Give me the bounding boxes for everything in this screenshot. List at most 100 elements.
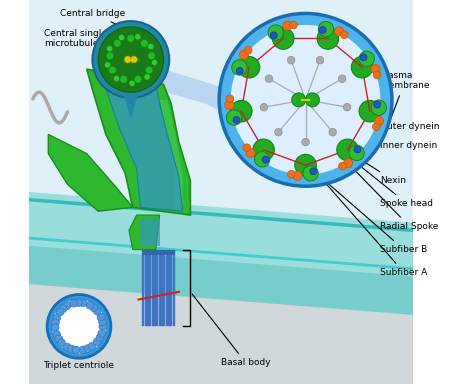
Circle shape — [270, 32, 277, 39]
Circle shape — [226, 95, 234, 103]
Circle shape — [338, 75, 346, 83]
Circle shape — [94, 338, 101, 346]
Circle shape — [47, 295, 111, 358]
Circle shape — [90, 304, 98, 312]
Circle shape — [354, 146, 361, 153]
Circle shape — [232, 60, 247, 75]
Circle shape — [302, 138, 310, 146]
Bar — [142, 250, 144, 326]
Polygon shape — [160, 100, 183, 207]
Circle shape — [329, 128, 337, 136]
Circle shape — [371, 64, 380, 73]
Circle shape — [104, 62, 111, 68]
Text: Inner dynein: Inner dynein — [356, 133, 438, 151]
Text: Radial Spoke: Radial Spoke — [315, 129, 439, 231]
Circle shape — [374, 116, 383, 126]
Circle shape — [319, 26, 326, 33]
Circle shape — [255, 152, 270, 167]
Circle shape — [337, 139, 358, 161]
Circle shape — [373, 123, 380, 131]
Circle shape — [335, 26, 344, 36]
Circle shape — [113, 75, 120, 81]
Circle shape — [96, 334, 104, 342]
Circle shape — [52, 319, 59, 327]
Circle shape — [94, 307, 101, 315]
Circle shape — [70, 300, 77, 307]
Bar — [166, 250, 168, 326]
Circle shape — [79, 299, 87, 307]
Circle shape — [318, 22, 333, 37]
Circle shape — [52, 300, 106, 353]
Circle shape — [59, 305, 67, 313]
Circle shape — [51, 324, 59, 331]
Text: Nexin: Nexin — [347, 151, 406, 185]
Circle shape — [268, 25, 284, 40]
Circle shape — [134, 76, 142, 83]
Circle shape — [306, 93, 320, 107]
Text: Triplet centriole: Triplet centriole — [44, 361, 114, 370]
Text: Central singlet
microtubules: Central singlet microtubules — [45, 29, 124, 53]
Circle shape — [287, 56, 295, 64]
Bar — [145, 250, 147, 326]
Circle shape — [339, 162, 347, 170]
Circle shape — [274, 128, 282, 136]
Circle shape — [56, 308, 64, 316]
Circle shape — [53, 314, 60, 322]
Bar — [152, 250, 153, 326]
Circle shape — [124, 56, 131, 63]
Circle shape — [58, 339, 65, 346]
Circle shape — [148, 43, 154, 50]
Circle shape — [231, 25, 380, 175]
Circle shape — [98, 329, 106, 337]
Circle shape — [145, 66, 153, 74]
Text: Basal body: Basal body — [192, 294, 271, 367]
Text: Plasma
membrane: Plasma membrane — [380, 71, 430, 131]
Circle shape — [107, 46, 112, 52]
Circle shape — [230, 101, 252, 122]
Circle shape — [293, 171, 302, 180]
Circle shape — [351, 56, 373, 78]
Circle shape — [113, 40, 121, 47]
Circle shape — [265, 75, 273, 83]
Circle shape — [303, 166, 318, 181]
Circle shape — [238, 56, 260, 78]
Circle shape — [243, 144, 251, 152]
Circle shape — [371, 100, 387, 115]
Circle shape — [290, 21, 297, 29]
Circle shape — [244, 46, 252, 54]
Bar — [154, 250, 156, 326]
Polygon shape — [29, 238, 413, 315]
Circle shape — [140, 40, 148, 47]
Text: Central bridge: Central bridge — [60, 9, 132, 31]
Bar — [149, 250, 151, 326]
Circle shape — [236, 68, 243, 74]
Circle shape — [373, 71, 381, 79]
Circle shape — [359, 101, 381, 122]
Circle shape — [84, 345, 91, 353]
Circle shape — [106, 52, 114, 60]
Circle shape — [283, 21, 292, 30]
Circle shape — [99, 323, 107, 330]
Circle shape — [68, 345, 75, 353]
Circle shape — [63, 343, 71, 351]
Circle shape — [343, 159, 353, 168]
Circle shape — [79, 346, 87, 354]
Text: Subfiber A: Subfiber A — [303, 157, 428, 277]
Circle shape — [260, 103, 268, 111]
Polygon shape — [140, 219, 160, 246]
Circle shape — [130, 56, 137, 63]
Bar — [29, 269, 413, 384]
Polygon shape — [123, 88, 139, 119]
Circle shape — [53, 331, 60, 338]
Circle shape — [148, 52, 156, 60]
Circle shape — [310, 168, 317, 175]
Circle shape — [144, 74, 150, 80]
Circle shape — [226, 110, 242, 125]
Circle shape — [86, 301, 94, 309]
Circle shape — [129, 80, 135, 86]
Circle shape — [292, 93, 306, 107]
Circle shape — [55, 335, 63, 343]
Polygon shape — [113, 61, 240, 115]
Circle shape — [120, 76, 127, 83]
Circle shape — [127, 35, 135, 42]
